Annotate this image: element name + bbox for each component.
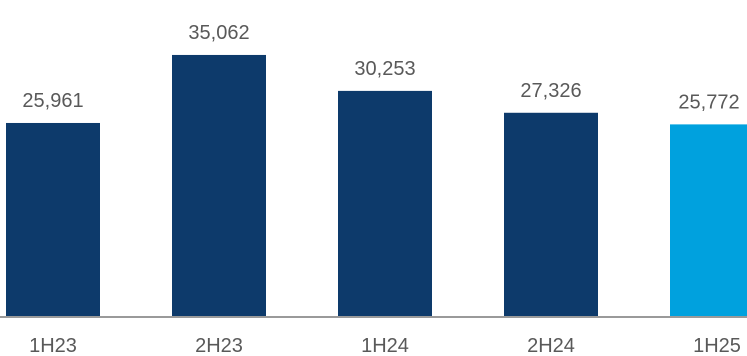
- x-tick-label-2h23: 2H23: [195, 335, 243, 356]
- value-label-1h23: 25,961: [22, 90, 83, 112]
- value-labels-group: 25,961 35,062 30,253 27,326 25,772: [22, 22, 739, 113]
- x-tick-label-1h25: 1H25: [693, 335, 741, 356]
- bar-1h25: [670, 124, 747, 317]
- value-label-1h25: 25,772: [678, 91, 739, 113]
- value-label-2h23: 35,062: [188, 22, 249, 44]
- bar-1h24: [338, 90, 432, 318]
- bar-1h23: [6, 122, 100, 318]
- bar-2h24: [504, 112, 598, 317]
- value-label-1h24: 30,253: [354, 58, 415, 80]
- value-label-2h24: 27,326: [520, 80, 581, 102]
- x-tick-labels-group: 1H23 2H23 1H24 2H24 1H25: [29, 335, 741, 356]
- bars-group: [6, 54, 747, 318]
- bar-2h23: [172, 54, 266, 318]
- x-tick-label-1h24: 1H24: [361, 335, 409, 356]
- x-tick-label-2h24: 2H24: [527, 335, 575, 356]
- x-tick-label-1h23: 1H23: [29, 335, 77, 356]
